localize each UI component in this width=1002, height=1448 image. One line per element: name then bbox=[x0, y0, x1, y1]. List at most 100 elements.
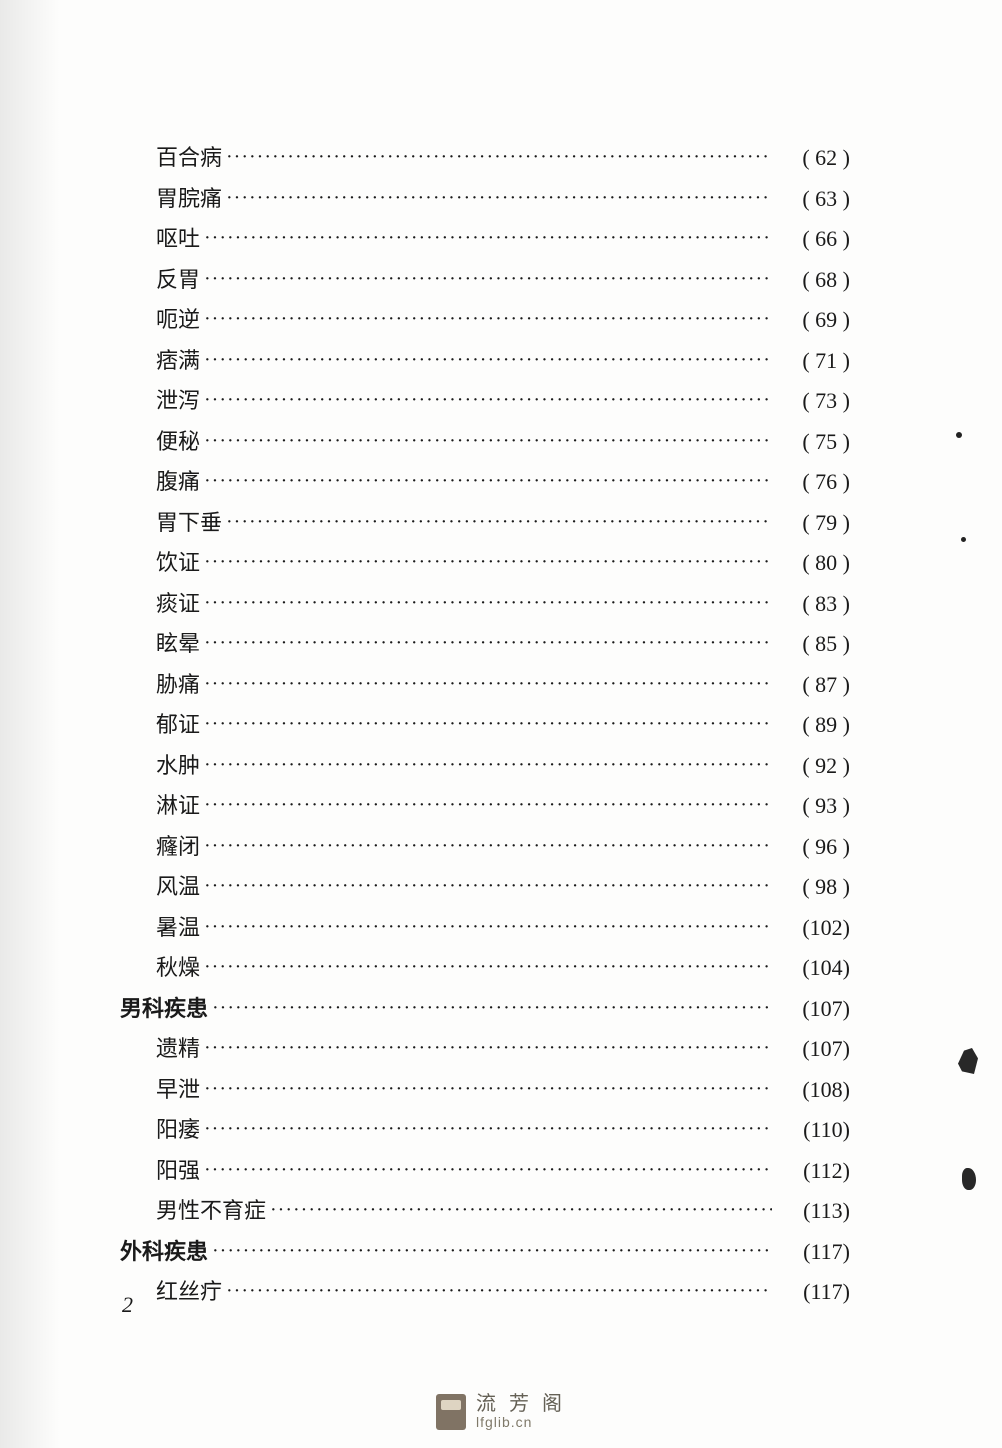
watermark-en: lfglib.cn bbox=[476, 1415, 566, 1430]
toc-label: 外科疾患 bbox=[120, 1234, 208, 1266]
toc-page-number: (107) bbox=[772, 1036, 850, 1062]
toc-leader-dots bbox=[200, 875, 772, 898]
toc-leader-dots bbox=[200, 470, 772, 493]
toc-page-number: ( 98 ) bbox=[772, 874, 850, 900]
toc-entry: 遗精 (107) bbox=[120, 1031, 850, 1072]
toc-label: 秋燥 bbox=[120, 950, 200, 982]
toc-entry: 反胃 ( 68 ) bbox=[120, 262, 850, 303]
toc-page-number: (108) bbox=[772, 1077, 850, 1103]
toc-page-number: ( 63 ) bbox=[772, 186, 850, 212]
toc-entry: 淋证( 93 ) bbox=[120, 788, 850, 829]
toc-entry: 早泄(108) bbox=[120, 1072, 850, 1113]
toc-entry: 泄泻 ( 73 ) bbox=[120, 383, 850, 424]
toc-leader-dots bbox=[200, 713, 772, 736]
toc-entry: 暑温 (102) bbox=[120, 910, 850, 951]
toc-label: 红丝疔 bbox=[120, 1274, 222, 1306]
toc-label: 癃闭 bbox=[120, 829, 200, 861]
book-icon bbox=[436, 1394, 466, 1430]
scan-artifact bbox=[956, 432, 962, 438]
toc-label: 胃下垂 bbox=[120, 505, 222, 537]
toc-leader-dots bbox=[200, 227, 772, 250]
toc-label: 遗精 bbox=[120, 1031, 200, 1063]
toc-entry: 男性不育症(113) bbox=[120, 1193, 850, 1234]
toc-entry: 阳强 (112) bbox=[120, 1153, 850, 1194]
watermark-cn: 流 芳 阁 bbox=[476, 1394, 566, 1415]
toc-page-number: ( 62 ) bbox=[772, 145, 850, 171]
toc-leader-dots bbox=[208, 1240, 772, 1263]
toc-entry: 红丝疔(117) bbox=[120, 1274, 850, 1315]
toc-entry: 胃脘痛( 63 ) bbox=[120, 181, 850, 222]
toc-leader-dots bbox=[200, 1037, 772, 1060]
scan-artifact bbox=[961, 537, 966, 542]
toc-leader-dots bbox=[200, 308, 772, 331]
toc-leader-dots bbox=[200, 754, 772, 777]
toc-page-number: ( 85 ) bbox=[772, 631, 850, 657]
toc-leader-dots bbox=[200, 268, 772, 291]
toc-leader-dots bbox=[200, 632, 772, 655]
watermark: 流 芳 阁 lfglib.cn bbox=[436, 1394, 566, 1430]
toc-label: 呕吐 bbox=[120, 221, 200, 253]
toc-label: 胁痛 bbox=[120, 667, 200, 699]
toc-page-number: ( 71 ) bbox=[772, 348, 850, 374]
toc-entry: 风温( 98 ) bbox=[120, 869, 850, 910]
toc-entry: 外科疾患 (117) bbox=[120, 1234, 850, 1275]
toc-label: 呃逆 bbox=[120, 302, 200, 334]
toc-page-number: (104) bbox=[772, 955, 850, 981]
toc-page-number: ( 76 ) bbox=[772, 469, 850, 495]
toc-label: 阳痿 bbox=[120, 1112, 200, 1144]
toc-entry: 男科疾患(107) bbox=[120, 991, 850, 1032]
toc-leader-dots bbox=[208, 997, 772, 1020]
toc-label: 痞满 bbox=[120, 343, 200, 375]
toc-leader-dots bbox=[222, 146, 772, 169]
toc-leader-dots bbox=[266, 1199, 772, 1222]
toc-leader-dots bbox=[200, 389, 772, 412]
toc-leader-dots bbox=[200, 349, 772, 372]
toc-leader-dots bbox=[222, 187, 772, 210]
toc-entry: 水肿( 92 ) bbox=[120, 748, 850, 789]
toc-label: 郁证 bbox=[120, 707, 200, 739]
toc-leader-dots bbox=[200, 916, 772, 939]
toc-entry: 呃逆 ( 69 ) bbox=[120, 302, 850, 343]
toc-label: 腹痛 bbox=[120, 464, 200, 496]
toc-label: 暑温 bbox=[120, 910, 200, 942]
toc-entry: 眩晕( 85 ) bbox=[120, 626, 850, 667]
toc-label: 阳强 bbox=[120, 1153, 200, 1185]
toc-page-number: (110) bbox=[772, 1117, 850, 1143]
toc-entry: 腹痛 ( 76 ) bbox=[120, 464, 850, 505]
toc-entry: 阳痿 (110) bbox=[120, 1112, 850, 1153]
toc-page-number: ( 66 ) bbox=[772, 226, 850, 252]
toc-page-number: (102) bbox=[772, 915, 850, 941]
toc-page-number: ( 83 ) bbox=[772, 591, 850, 617]
toc-leader-dots bbox=[222, 1280, 772, 1303]
toc-page-number: ( 73 ) bbox=[772, 388, 850, 414]
toc-label: 饮证 bbox=[120, 545, 200, 577]
scan-shadow bbox=[0, 0, 60, 1448]
toc-page-number: ( 89 ) bbox=[772, 712, 850, 738]
toc-page-number: ( 79 ) bbox=[772, 510, 850, 536]
toc-page-number: ( 68 ) bbox=[772, 267, 850, 293]
toc-entry: 饮证( 80 ) bbox=[120, 545, 850, 586]
toc-entry: 百合病( 62 ) bbox=[120, 140, 850, 181]
toc-page-number: (117) bbox=[772, 1239, 850, 1265]
toc-page-number: ( 93 ) bbox=[772, 793, 850, 819]
toc-leader-dots bbox=[200, 1078, 772, 1101]
toc-label: 便秘 bbox=[120, 424, 200, 456]
toc-entry: 痞满 ( 71 ) bbox=[120, 343, 850, 384]
toc-label: 男科疾患 bbox=[120, 991, 208, 1023]
toc-leader-dots bbox=[200, 1118, 772, 1141]
toc-entry: 秋燥 (104) bbox=[120, 950, 850, 991]
toc-page-number: ( 87 ) bbox=[772, 672, 850, 698]
toc-leader-dots bbox=[200, 956, 772, 979]
toc-page-number: ( 69 ) bbox=[772, 307, 850, 333]
toc-label: 反胃 bbox=[120, 262, 200, 294]
toc-entry: 癃闭( 96 ) bbox=[120, 829, 850, 870]
toc-page-number: (112) bbox=[772, 1158, 850, 1184]
toc-label: 泄泻 bbox=[120, 383, 200, 415]
toc-leader-dots bbox=[222, 511, 772, 534]
toc-leader-dots bbox=[200, 1159, 772, 1182]
toc-page-number: ( 92 ) bbox=[772, 753, 850, 779]
toc-entry: 便秘( 75 ) bbox=[120, 424, 850, 465]
toc-entry: 郁证 ( 89 ) bbox=[120, 707, 850, 748]
scan-artifact bbox=[958, 1048, 978, 1074]
toc-leader-dots bbox=[200, 551, 772, 574]
